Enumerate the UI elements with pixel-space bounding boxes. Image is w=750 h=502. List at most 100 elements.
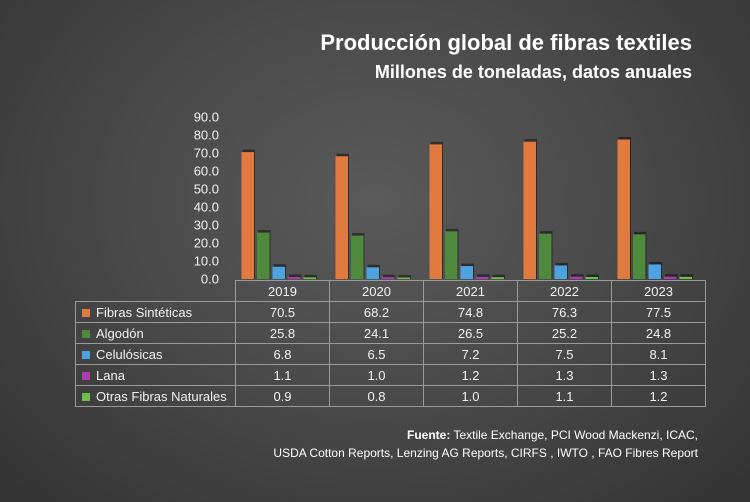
y-tick-label: 30.0 [194,218,219,233]
source-label: Fuente: [406,428,451,442]
bar-lana-2021 [476,276,489,279]
bar-fibras-sint-ticas-2021 [429,144,442,279]
bar-shadow [492,274,505,279]
series-name-cell: Celulósicas [75,343,236,365]
data-label: 8.1 [611,343,706,365]
data-label: 0.9 [235,385,330,407]
bar-shadow [571,274,584,279]
bar-shadow [586,274,599,279]
bar-lana-2023 [664,276,677,279]
series-name-cell: Fibras Sintéticas [75,301,236,323]
data-label: 24.1 [329,322,424,344]
y-tick-label: 70.0 [194,146,219,161]
source-line-2: USDA Cotton Reports, Lenzing AG Reports,… [273,446,698,460]
data-label: 1.2 [611,385,706,407]
bar-algod-n-2022 [539,233,552,279]
bar-algod-n-2020 [351,235,364,279]
table-row: Lana 1.1 1.0 1.2 1.3 1.3 [75,364,706,386]
data-table: 2019 2020 2021 2022 2023 Fibras Sintéticas 70… [75,280,706,407]
bar-celul-sicas-2023 [648,264,661,279]
bar-otras-fibras-naturales-2019 [303,277,316,279]
series-name-cell: Lana [75,364,236,386]
bar-fibras-sint-ticas-2022 [523,141,536,279]
legend-swatch [82,308,90,317]
source-line-1: Textile Exchange, PCI Wood Mackenzi, ICA… [453,428,698,442]
source-note: Fuente: Textile Exchange, PCI Wood Macke… [273,426,698,462]
bar-fibras-sint-ticas-2019 [241,152,254,279]
data-label: 1.0 [423,385,518,407]
y-tick-label: 50.0 [194,182,219,197]
data-label: 76.3 [517,301,612,323]
bar-algod-n-2023 [633,234,646,279]
data-label: 1.0 [329,364,424,386]
bar-shadow [680,274,693,279]
table-row: Celulósicas 6.8 6.5 7.2 7.5 8.1 [75,343,706,365]
y-tick-label: 80.0 [194,128,219,143]
series-name: Celulósicas [96,346,163,362]
bar-otras-fibras-naturales-2022 [585,277,598,279]
bar-otras-fibras-naturales-2021 [491,277,504,279]
bar-shadow [477,274,490,279]
table-year-header: 2023 [611,280,706,302]
data-label: 1.1 [517,385,612,407]
bar-lana-2022 [570,276,583,279]
y-tick-label: 0.0 [201,272,219,287]
bar-fibras-sint-ticas-2020 [335,156,348,279]
bar-shadow [304,274,317,279]
data-label: 25.8 [235,322,330,344]
chart-title: Producción global de fibras textiles [320,30,692,55]
y-tick-label: 90.0 [194,110,219,125]
bar-celul-sicas-2020 [366,267,379,279]
bar-otras-fibras-naturales-2020 [397,277,410,279]
legend-swatch [82,329,90,338]
series-name-cell: Algodón [75,322,236,344]
series-name-cell: Otras Fibras Naturales [75,385,236,407]
data-label: 25.2 [517,322,612,344]
data-label: 1.3 [517,364,612,386]
data-label: 6.5 [329,343,424,365]
table-year-header: 2020 [329,280,424,302]
data-label: 77.5 [611,301,706,323]
table-row: Otras Fibras Naturales 0.9 0.8 1.0 1.1 1.2 [75,385,706,407]
data-label: 68.2 [329,301,424,323]
data-label: 26.5 [423,322,518,344]
bar-shadow [398,275,411,279]
series-name: Algodón [96,325,144,341]
table-year-header: 2021 [423,280,518,302]
y-tick-label: 10.0 [194,254,219,269]
table-row: Algodón 25.8 24.1 26.5 25.2 24.8 [75,322,706,344]
table-year-header: 2019 [235,280,330,302]
bar-celul-sicas-2022 [554,265,567,279]
data-label: 1.2 [423,364,518,386]
data-label: 6.8 [235,343,330,365]
chart-subtitle: Millones de toneladas, datos anuales [374,62,692,82]
data-label: 70.5 [235,301,330,323]
bar-celul-sicas-2021 [460,266,473,279]
series-name: Lana [96,367,125,383]
bar-lana-2019 [288,277,301,279]
table-header-row: 2019 2020 2021 2022 2023 [76,280,706,302]
table-corner [76,281,236,302]
y-tick-label: 40.0 [194,200,219,215]
y-tick-label: 20.0 [194,236,219,251]
table-year-header: 2022 [517,280,612,302]
legend-swatch [82,350,90,359]
bar-algod-n-2019 [257,232,270,279]
data-label: 0.8 [329,385,424,407]
data-label: 24.8 [611,322,706,344]
data-label: 7.5 [517,343,612,365]
bar-fibras-sint-ticas-2023 [617,139,630,279]
legend-swatch [82,371,90,380]
bar-lana-2020 [382,277,395,279]
bar-shadow [383,274,396,279]
bar-otras-fibras-naturales-2023 [679,276,692,279]
bar-algod-n-2021 [445,231,458,279]
y-tick-label: 60.0 [194,164,219,179]
data-label: 7.2 [423,343,518,365]
legend-swatch [82,392,90,401]
series-name: Fibras Sintéticas [96,304,193,320]
data-label: 74.8 [423,301,518,323]
series-name: Otras Fibras Naturales [96,388,227,404]
bar-shadow [665,274,678,279]
